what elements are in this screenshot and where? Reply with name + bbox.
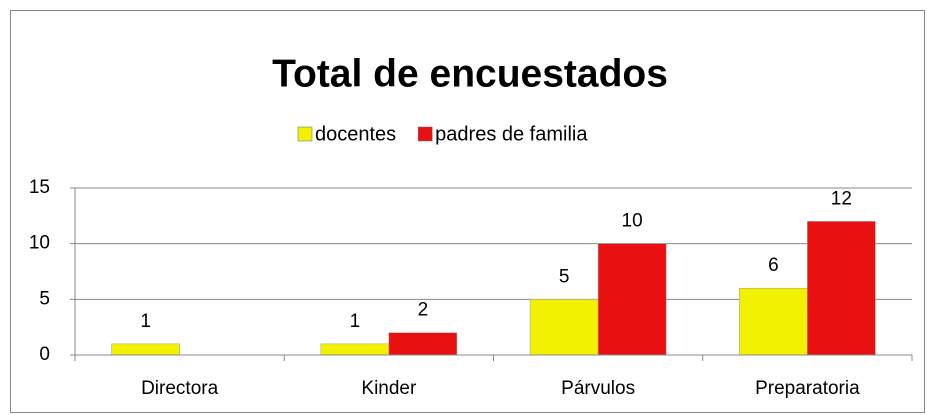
data-label: 2 xyxy=(418,300,429,321)
data-label: 6 xyxy=(768,255,779,276)
data-label: 5 xyxy=(559,266,570,287)
y-tick-label: 0 xyxy=(39,344,50,365)
legend-swatch xyxy=(417,126,433,142)
y-tick-label: 5 xyxy=(39,288,50,309)
legend-label: padres de familia xyxy=(435,123,588,145)
y-tick-label: 15 xyxy=(29,177,50,198)
legend-swatch xyxy=(297,126,313,142)
x-tick-label: Kinder xyxy=(361,378,417,399)
x-tick-label: Párvulos xyxy=(561,378,635,399)
bar xyxy=(807,221,876,356)
bar xyxy=(529,299,599,356)
legend-label: docentes xyxy=(315,123,396,145)
bar xyxy=(597,243,667,356)
bar xyxy=(111,343,180,356)
data-label: 12 xyxy=(831,188,852,209)
y-tick-label: 10 xyxy=(29,233,50,254)
data-label: 1 xyxy=(140,311,151,332)
x-tick-label: Directora xyxy=(141,378,219,399)
chart-title: Total de encuestados xyxy=(272,52,668,95)
bar xyxy=(388,332,458,356)
x-tick-label: Preparatoria xyxy=(755,378,860,399)
bar xyxy=(320,343,390,356)
bar xyxy=(739,287,808,356)
data-label: 1 xyxy=(350,311,361,332)
data-label: 10 xyxy=(622,211,643,232)
